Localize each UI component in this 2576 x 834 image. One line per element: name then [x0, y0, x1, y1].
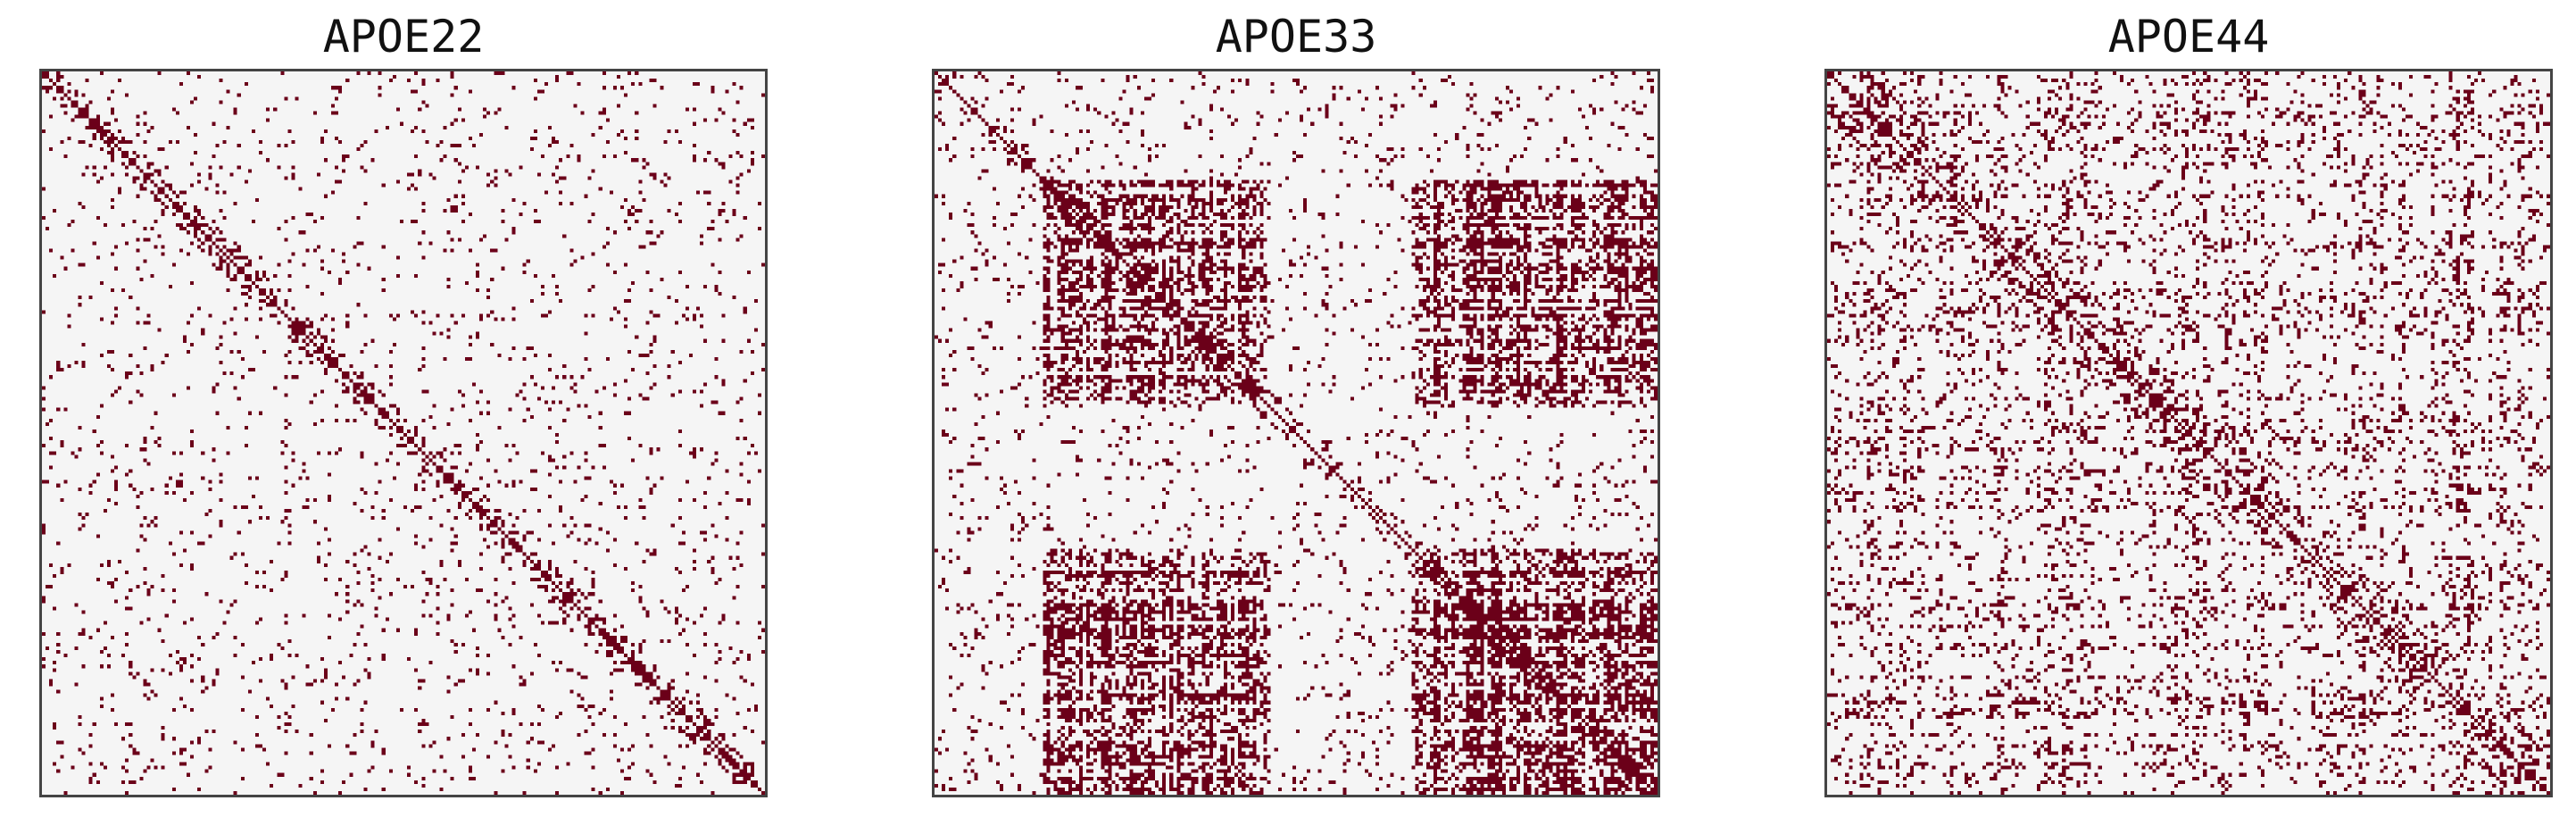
heatmap-panel-apoe22: APOE22 [39, 0, 768, 834]
chart-title: APOE22 [322, 11, 485, 63]
heatmap-matrix [1827, 71, 2550, 795]
heatmap-plot-area [39, 69, 768, 797]
heatmap-panel-apoe33: APOE33 [932, 0, 1660, 834]
chart-title: APOE33 [1215, 11, 1377, 63]
heatmap-matrix [935, 71, 1658, 795]
heatmap-plot-area [932, 69, 1660, 797]
heatmap-matrix [42, 71, 765, 795]
heatmap-panel-apoe44: APOE44 [1824, 0, 2553, 834]
heatmap-plot-area [1824, 69, 2553, 797]
chart-title: APOE44 [2107, 11, 2270, 63]
